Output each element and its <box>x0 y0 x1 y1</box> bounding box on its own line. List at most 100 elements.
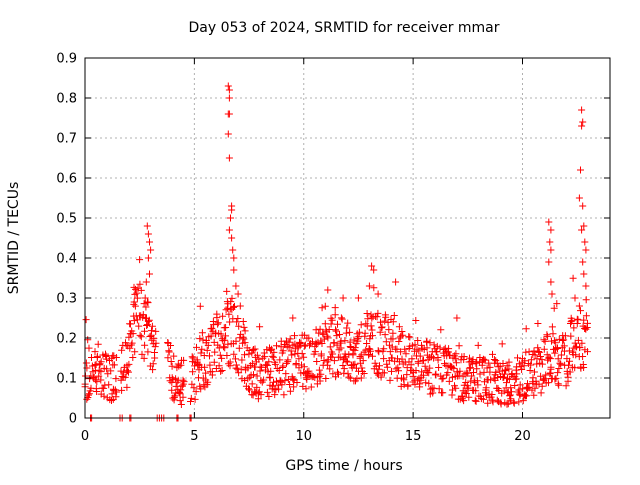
data-point <box>367 347 374 355</box>
data-point <box>229 246 237 254</box>
data-point <box>285 338 293 346</box>
data-point <box>423 337 431 345</box>
data-point <box>378 323 386 331</box>
data-point <box>344 319 352 327</box>
data-point <box>341 337 349 345</box>
data-point <box>179 393 187 401</box>
data-point <box>254 395 262 403</box>
data-point <box>228 206 236 214</box>
data-point <box>230 350 238 358</box>
data-point <box>125 360 133 368</box>
data-point <box>301 342 309 350</box>
data-point <box>521 391 529 399</box>
data-point <box>398 328 406 335</box>
data-point <box>456 367 464 375</box>
data-point <box>213 314 221 322</box>
data-point <box>196 302 204 310</box>
data-point <box>582 282 590 290</box>
data-point <box>487 376 495 384</box>
data-point <box>168 374 176 382</box>
data-point <box>556 359 564 367</box>
data-point <box>420 356 427 364</box>
data-point <box>551 349 559 357</box>
data-point <box>393 345 401 353</box>
data-point <box>466 364 474 372</box>
y-tick-label: 0.5 <box>56 212 77 227</box>
data-point <box>95 366 103 374</box>
data-point <box>225 110 233 118</box>
data-point <box>251 345 259 353</box>
data-point <box>474 341 482 349</box>
data-point <box>94 340 102 348</box>
data-point <box>355 328 363 336</box>
data-point <box>241 377 249 384</box>
data-point <box>180 356 188 364</box>
data-point <box>146 270 153 278</box>
data-point <box>422 379 430 387</box>
data-point <box>307 383 315 391</box>
data-point <box>176 389 183 397</box>
data-point <box>548 290 556 298</box>
data-point <box>368 314 376 322</box>
data-point <box>472 397 480 405</box>
data-point <box>343 324 351 332</box>
data-point <box>189 354 197 362</box>
data-point <box>168 362 176 370</box>
data-point <box>360 370 368 377</box>
data-point <box>346 328 354 336</box>
plot-frame <box>84 57 611 419</box>
data-point <box>473 358 481 366</box>
data-point <box>503 362 511 370</box>
y-tick-label: 0 <box>69 412 77 427</box>
data-point <box>411 341 419 349</box>
data-point <box>551 339 559 347</box>
data-point <box>358 364 366 372</box>
data-point <box>473 365 481 373</box>
data-point <box>438 375 446 383</box>
data-point <box>315 366 323 374</box>
data-point <box>505 358 513 366</box>
data-point <box>168 386 176 394</box>
data-point <box>345 373 353 381</box>
x-tick-label: 5 <box>190 429 198 444</box>
data-point <box>517 363 525 371</box>
data-point <box>260 376 268 384</box>
data-point <box>241 351 248 359</box>
data-point <box>133 294 141 302</box>
data-point <box>476 354 484 361</box>
data-point <box>318 304 326 312</box>
data-point <box>141 341 149 349</box>
data-point <box>578 122 586 130</box>
data-point <box>124 367 131 375</box>
data-point <box>220 343 227 351</box>
data-point <box>237 365 245 373</box>
data-point <box>453 314 461 322</box>
data-point <box>364 315 372 323</box>
data-point <box>450 364 458 372</box>
data-point <box>334 320 341 328</box>
data-point <box>381 311 389 319</box>
data-point <box>465 393 473 401</box>
x-tick-label: 20 <box>514 429 531 444</box>
data-point <box>222 324 230 331</box>
data-point <box>82 316 90 324</box>
data-point <box>470 369 477 376</box>
data-point <box>582 325 590 333</box>
data-point <box>277 378 284 386</box>
data-point <box>85 391 92 399</box>
data-point <box>303 368 311 376</box>
data-point <box>363 310 371 317</box>
data-point <box>534 320 542 327</box>
data-point <box>206 361 214 369</box>
data-point <box>577 307 584 315</box>
data-point <box>228 294 236 302</box>
data-point <box>572 351 580 359</box>
data-point <box>356 353 364 360</box>
data-point <box>245 350 253 358</box>
data-point <box>275 385 283 393</box>
data-point <box>546 355 554 363</box>
data-point <box>430 354 438 362</box>
data-point <box>113 388 121 396</box>
data-point <box>567 332 575 340</box>
data-point <box>381 317 389 325</box>
